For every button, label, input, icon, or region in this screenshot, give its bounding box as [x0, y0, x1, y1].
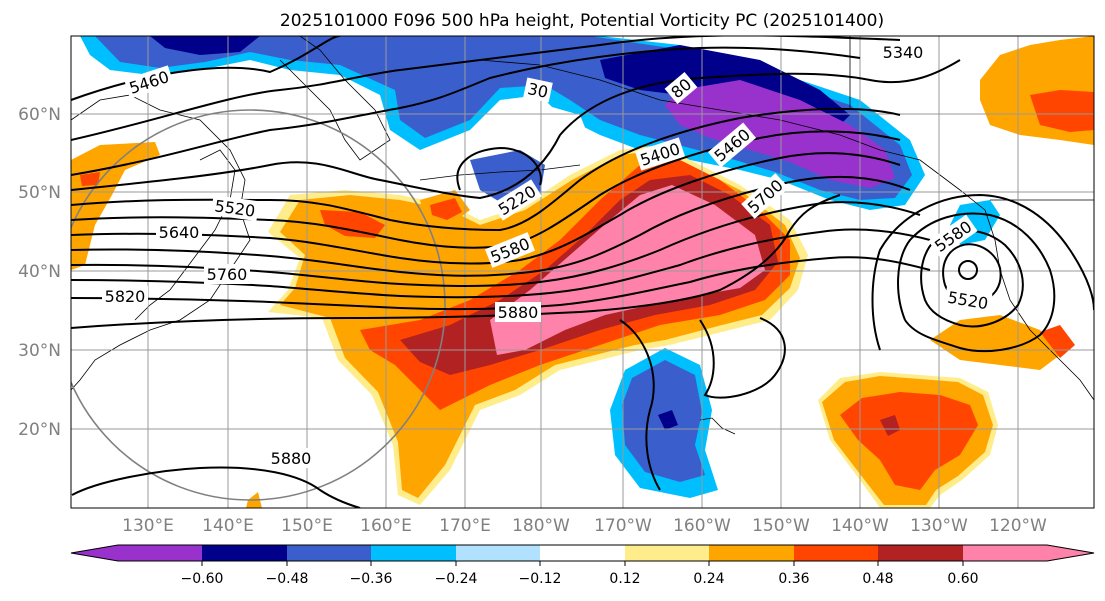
colorbar-bin	[1047, 545, 1094, 561]
pv-red-nw	[80, 172, 100, 186]
contour-line	[871, 193, 1094, 351]
contour-label: 5640	[159, 223, 200, 242]
colorbar-bin	[709, 545, 794, 561]
contour-label: 5340	[883, 43, 924, 62]
lat-label: 50°N	[18, 183, 61, 203]
lon-label: 150°E	[281, 516, 333, 536]
colorbar-bin	[456, 545, 540, 561]
contour-label: 30	[526, 79, 550, 102]
longitude-labels: 130°E 140°E 150°E 160°E 170°E 180°W 170°…	[122, 516, 1047, 536]
contour-label: 5880	[271, 449, 312, 468]
pv-red-se	[840, 392, 978, 490]
pv-darkred-se	[880, 415, 900, 436]
coast-aleutians	[419, 164, 581, 181]
pv-navy-nw	[150, 36, 260, 55]
contour-label: 5880	[498, 303, 539, 322]
lat-label: 30°N	[18, 341, 61, 361]
colorbar-tick-label: −0.48	[266, 571, 309, 587]
positive-pv-southeast	[818, 315, 1075, 508]
contour-line	[71, 46, 861, 176]
coast-hawaii	[699, 417, 736, 435]
map-title: 2025101000 F096 500 hPa height, Potentia…	[280, 11, 884, 31]
pv-orange-mexico	[930, 315, 1060, 370]
negative-pv-central	[610, 348, 718, 498]
lon-label: 140°E	[202, 516, 254, 536]
colorbar-tick-label: −0.24	[435, 571, 478, 587]
colorbar-ticks	[201, 561, 964, 566]
contour-line	[71, 466, 361, 508]
range-circle	[71, 109, 446, 501]
positive-pv-northeast	[980, 36, 1094, 145]
pv-navy-central	[658, 410, 678, 430]
lon-label: 160°W	[673, 516, 731, 536]
lon-label: 170°W	[594, 516, 652, 536]
colorbar-tick-label: 0.60	[947, 571, 978, 587]
lon-label: 120°W	[989, 516, 1047, 536]
colorbar-bin	[287, 545, 371, 561]
contour-line	[71, 194, 841, 329]
colorbar-tick-label: −0.60	[181, 571, 224, 587]
colorbar-bin	[963, 545, 1047, 561]
colorbar-outline	[70, 544, 1095, 562]
pv-red-japan	[320, 210, 385, 238]
contour-line	[71, 201, 921, 287]
contour-line	[456, 146, 542, 191]
coast-kamchatka	[279, 36, 391, 161]
colorbar-bin	[540, 545, 625, 561]
pv-red-aleut	[430, 198, 462, 220]
contour-line	[699, 317, 786, 399]
colorbar-bin	[118, 545, 202, 561]
map-panel: 5460 5520 5640 5760 5820 5220 5580 5400 …	[70, 35, 1095, 509]
lon-label: 150°W	[752, 516, 810, 536]
positive-pv-west	[71, 142, 416, 508]
contour-line	[897, 212, 1056, 353]
lat-label: 20°N	[18, 420, 61, 440]
colorbar-bin	[71, 545, 118, 561]
contour-line	[958, 260, 978, 280]
colorbar-tick-label: 0.24	[693, 571, 724, 587]
map-frame	[70, 35, 1095, 509]
colorbar-bin	[878, 545, 963, 561]
lon-label: 160°E	[360, 516, 412, 536]
lon-label: 140°W	[831, 516, 889, 536]
pv-orange-mid-dot	[403, 436, 416, 452]
colorbar-tick-label: 0.12	[609, 571, 640, 587]
contour-line	[71, 152, 901, 265]
lat-label: 60°N	[18, 105, 61, 125]
colorbar-tick-label: −0.12	[519, 571, 562, 587]
coast-north-america	[984, 209, 1094, 401]
pv-red-ne	[1030, 90, 1094, 132]
lon-label: 170°E	[439, 516, 491, 536]
lon-label: 130°E	[122, 516, 174, 536]
colorbar-bin	[794, 545, 878, 561]
latitude-labels: 60°N 50°N 40°N 30°N 20°N	[18, 105, 61, 440]
contour-label: 5820	[105, 287, 146, 306]
colorbar-bin	[202, 545, 287, 561]
pv-white-hole	[500, 105, 590, 160]
contour-line	[71, 228, 931, 299]
contour-line	[71, 107, 901, 232]
colorbar-tick-label: 0.48	[862, 571, 893, 587]
colorbar-bin	[371, 545, 456, 561]
colorbar-bin	[625, 545, 709, 561]
lon-label: 130°W	[910, 516, 968, 536]
contour-line	[619, 319, 661, 491]
contour-line	[71, 175, 911, 277]
contour-line	[71, 59, 961, 200]
contour-label: 5760	[207, 265, 248, 284]
contour-line	[71, 36, 901, 141]
colorbar: −0.60 −0.48 −0.36 −0.24 −0.12 0.12 0.24 …	[70, 544, 1095, 587]
coast-alaska	[479, 59, 986, 211]
colorbar-tick-label: 0.36	[778, 571, 809, 587]
lon-label: 180°W	[512, 516, 570, 536]
colorbar-tick-label: −0.36	[350, 571, 393, 587]
lat-label: 40°N	[18, 262, 61, 282]
map-content: 5460 5520 5640 5760 5820 5220 5580 5400 …	[71, 36, 1094, 508]
